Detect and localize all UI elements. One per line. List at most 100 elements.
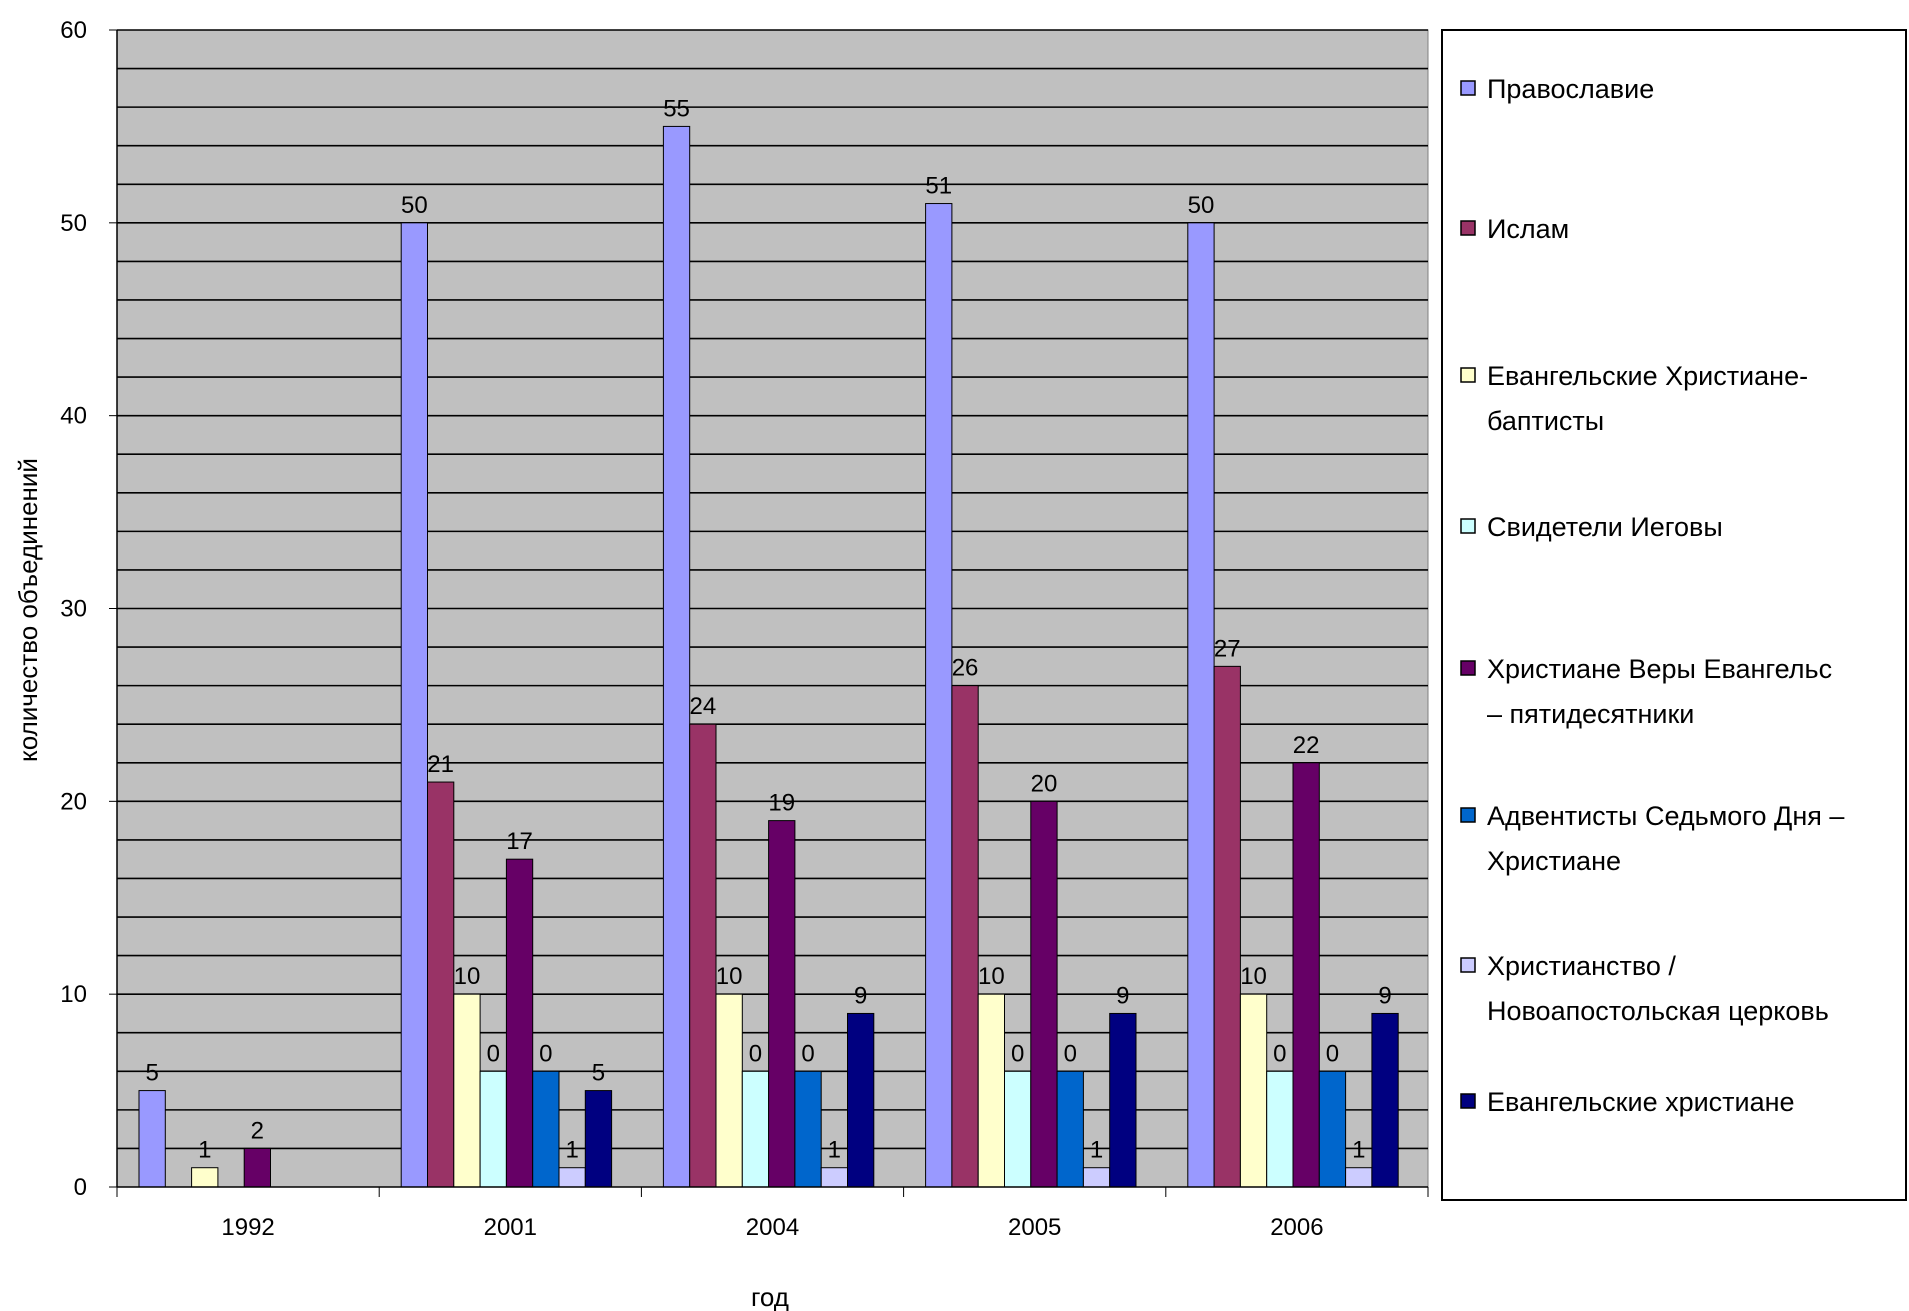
legend: Православие Ислам Евангельские Христиане-б…: [1441, 29, 1907, 1201]
bar: [951, 685, 979, 1188]
legend-label: Адвентисты Седьмого Дня –: [1487, 801, 1844, 831]
data-label: 26: [952, 655, 979, 682]
data-labels-group: 5125021100170155524100190195126100200195…: [145, 95, 1391, 1163]
legend-label: Свидетели Иеговы: [1487, 512, 1723, 542]
legend-box: [1441, 29, 1907, 1201]
data-label: 0: [1011, 1040, 1024, 1067]
data-label: 0: [801, 1040, 814, 1067]
legend-swatch: [1460, 957, 1476, 973]
legend-label: – пятидесятники: [1487, 699, 1694, 729]
bar: [1004, 1070, 1032, 1188]
y-tick-label: 0: [74, 1174, 87, 1201]
legend-swatch: [1460, 220, 1476, 236]
bar: [558, 1167, 586, 1188]
bar: [847, 1012, 875, 1188]
data-label: 9: [1116, 982, 1129, 1009]
x-axis-title: год: [751, 1282, 789, 1311]
bar: [584, 1090, 613, 1188]
data-label: 27: [1214, 635, 1241, 662]
legend-swatch: [1460, 660, 1476, 676]
bar: [1213, 665, 1241, 1188]
legend-swatch: [1460, 518, 1476, 534]
data-label: 0: [487, 1040, 500, 1067]
bar: [505, 858, 534, 1188]
legend-label: Евангельские христиане: [1487, 1087, 1795, 1117]
y-tick-label: 50: [60, 210, 87, 237]
data-label: 55: [663, 95, 690, 122]
bar: [1030, 800, 1058, 1188]
legend-label: Ислам: [1487, 214, 1569, 244]
bar: [1239, 993, 1268, 1188]
data-label: 0: [1273, 1040, 1286, 1067]
data-label: 2: [251, 1117, 264, 1144]
legend-swatch: [1460, 367, 1476, 383]
y-tick-label: 30: [60, 596, 87, 623]
y-tick-label: 10: [60, 981, 87, 1008]
data-label: 9: [1378, 982, 1391, 1009]
bar: [1266, 1070, 1294, 1188]
bar: [1056, 1070, 1084, 1188]
x-tick-label: 2006: [1270, 1214, 1323, 1241]
data-label: 22: [1293, 732, 1320, 759]
bar: [479, 1070, 507, 1188]
legend-label: баптисты: [1487, 406, 1604, 436]
bar: [400, 222, 429, 1188]
bars-group: [138, 125, 1399, 1188]
data-label: 0: [749, 1040, 762, 1067]
bar: [191, 1167, 219, 1188]
data-label: 1: [1090, 1137, 1103, 1164]
data-label: 1: [565, 1137, 578, 1164]
legend-label: Христиане Веры Евангельс: [1487, 654, 1832, 684]
bar: [768, 820, 796, 1188]
data-label: 1: [828, 1137, 841, 1164]
data-label: 51: [925, 173, 952, 200]
data-label: 9: [854, 982, 867, 1009]
data-label: 17: [506, 828, 533, 855]
bar: [715, 993, 743, 1188]
bar: [1109, 1012, 1137, 1188]
x-tick-label: 2001: [484, 1214, 537, 1241]
bar: [453, 993, 481, 1188]
data-label: 50: [401, 192, 428, 219]
data-label: 1: [198, 1137, 211, 1164]
bar: [243, 1147, 271, 1188]
bar: [662, 125, 691, 1188]
legend-label: Новоапостольская церковь: [1487, 996, 1829, 1026]
bar: [1187, 222, 1215, 1188]
data-label: 20: [1031, 770, 1058, 797]
data-label: 24: [689, 693, 716, 720]
data-label: 1: [1352, 1137, 1365, 1164]
legend-swatch: [1460, 80, 1476, 96]
data-label: 10: [978, 963, 1005, 990]
data-label: 0: [1064, 1040, 1077, 1067]
bar: [925, 203, 953, 1188]
bar: [1345, 1167, 1373, 1188]
bar: [138, 1090, 166, 1188]
bar: [794, 1070, 822, 1188]
legend-swatch: [1460, 807, 1476, 823]
legend-label: Христианство /: [1487, 951, 1676, 981]
data-label: 10: [1240, 963, 1267, 990]
bar: [689, 723, 717, 1188]
bar: [1082, 1167, 1111, 1188]
data-label: 5: [592, 1060, 605, 1087]
y-tick-label: 60: [60, 17, 87, 44]
y-axis-title: количество объединений: [13, 458, 43, 762]
legend-swatch: [1460, 1093, 1476, 1109]
data-label: 10: [454, 963, 481, 990]
bar: [1371, 1012, 1399, 1188]
data-label: 10: [716, 963, 743, 990]
bar: [741, 1070, 770, 1188]
y-tick-label: 40: [60, 403, 87, 430]
data-label: 5: [145, 1060, 158, 1087]
data-label: 19: [768, 790, 795, 817]
bar: [532, 1070, 560, 1188]
data-label: 0: [1326, 1040, 1339, 1067]
legend-label: Христиане: [1487, 846, 1621, 876]
bar: [427, 781, 455, 1188]
legend-label: Православие: [1487, 74, 1654, 104]
x-tick-label: 2004: [746, 1214, 799, 1241]
x-tick-label: 2005: [1008, 1214, 1061, 1241]
